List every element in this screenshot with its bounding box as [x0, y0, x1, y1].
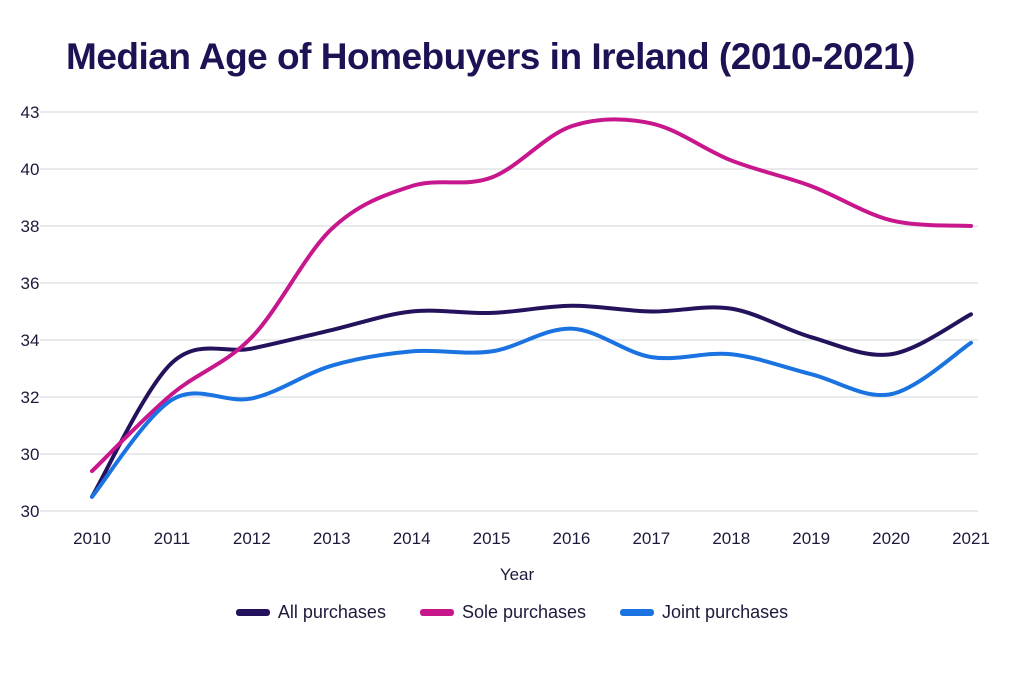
y-tick-label: 32: [21, 388, 40, 407]
series-line-all-purchases: [90, 303, 973, 499]
x-tick-label: 2013: [313, 529, 351, 548]
x-tick-label: 2012: [233, 529, 271, 548]
legend-swatch: [620, 609, 655, 616]
series-line-joint-purchases: [90, 326, 973, 499]
legend-item: Sole purchases: [419, 602, 587, 623]
y-tick-label: 40: [21, 160, 40, 179]
y-tick-label: 36: [21, 274, 40, 293]
x-tick-label: 2015: [473, 529, 511, 548]
legend: All purchases Sole purchases Joint purchas…: [0, 602, 1024, 623]
legend-label: All purchases: [277, 602, 386, 622]
legend-item: All purchases: [235, 602, 386, 623]
x-tick-label: 2011: [154, 529, 191, 548]
y-tick-label: 34: [21, 331, 40, 350]
x-tick-label: 2019: [792, 529, 830, 548]
x-tick-label: 2016: [553, 529, 591, 548]
legend-label: Joint purchases: [662, 602, 789, 622]
x-tick-label: 2020: [872, 529, 910, 548]
x-axis-label: Year: [500, 565, 535, 584]
y-tick-label: 30: [21, 445, 40, 464]
y-tick-label: 30: [21, 502, 40, 521]
legend-item: Joint purchases: [620, 602, 788, 623]
x-tick-label: 2014: [393, 529, 431, 548]
x-tick-label: 2018: [712, 529, 750, 548]
x-tick-label: 2010: [73, 529, 111, 548]
legend-label: Sole purchases: [461, 602, 587, 622]
legend-swatch: [419, 609, 454, 616]
series-line-sole-purchases: [90, 117, 973, 474]
y-tick-label: 38: [21, 217, 40, 236]
chart-title: Median Age of Homebuyers in Ireland (201…: [66, 36, 916, 77]
legend-swatch: [235, 609, 270, 616]
x-tick-label: 2017: [632, 529, 670, 548]
y-tick-label: 43: [21, 103, 40, 122]
x-tick-label: 2021: [952, 529, 990, 548]
